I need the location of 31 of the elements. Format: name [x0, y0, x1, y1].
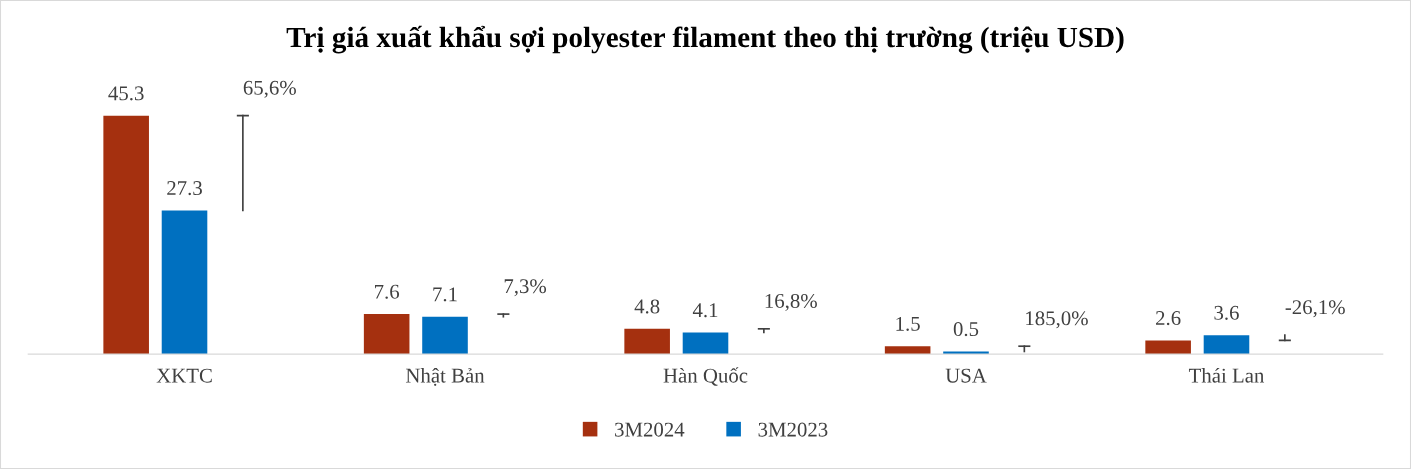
annotation: 7,3%	[504, 279, 547, 297]
data-label: 7.6	[375, 284, 400, 299]
bar	[1145, 340, 1191, 355]
data-label: 0.5	[953, 322, 979, 337]
x-tick-label: Nhật Bản	[405, 367, 485, 386]
bar	[422, 316, 468, 355]
data-label: 3.6	[1214, 305, 1239, 320]
bar	[682, 332, 729, 355]
bar	[624, 328, 670, 355]
legend-label: 3M2023	[758, 422, 828, 437]
data-label: 27.3	[167, 181, 202, 196]
bar	[161, 210, 208, 355]
chart-title: Trị giá xuất khẩu sợi polyester filament theo thị trường (triệu USD)	[286, 25, 1124, 54]
text: 65,6%	[243, 80, 296, 98]
data-label: 4.1	[692, 303, 718, 318]
data-label: 2.6	[1156, 311, 1181, 326]
data-label: 4.8	[634, 299, 660, 314]
data-label: 1.5	[896, 316, 920, 331]
bar	[363, 314, 410, 355]
legend-label: 3M2024	[615, 422, 685, 437]
annotation: -26,1%	[1285, 300, 1345, 318]
bar	[103, 115, 149, 355]
x-tick-label: USA	[945, 368, 987, 383]
x-tick-label: Hàn Quốc	[663, 367, 748, 386]
annotation: 16,8%	[765, 293, 817, 311]
x-tick-label: XKTC	[156, 368, 212, 383]
bar	[1203, 335, 1250, 355]
x-tick-label: Thái Lan	[1188, 367, 1265, 383]
annotation: 185,0%	[1026, 311, 1088, 329]
data-label: 7.1	[433, 287, 457, 302]
data-label: 45.3	[108, 86, 144, 101]
